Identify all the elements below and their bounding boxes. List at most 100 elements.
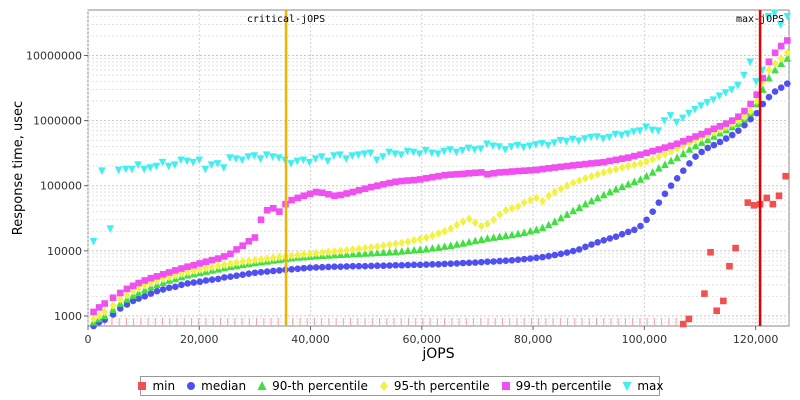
data-point (263, 206, 271, 214)
data-point (569, 206, 577, 215)
data-point (593, 133, 601, 141)
data-point (434, 243, 443, 251)
data-point (606, 235, 614, 242)
data-point (606, 166, 614, 176)
data-point (721, 89, 730, 97)
data-point (435, 172, 442, 180)
data-point (685, 109, 693, 118)
data-point (562, 138, 571, 146)
data-point (701, 290, 708, 297)
data-point (257, 255, 265, 264)
data-point (361, 185, 369, 192)
data-point (710, 141, 718, 149)
data-point (227, 259, 234, 268)
data-point (661, 190, 669, 198)
data-point (397, 247, 406, 255)
data-point (214, 255, 222, 262)
data-point (458, 146, 467, 155)
data-point (514, 167, 522, 175)
x-axis-title: jOPS (421, 346, 454, 362)
data-point (642, 171, 651, 180)
data-point (129, 282, 137, 290)
data-point (728, 117, 736, 124)
data-point (386, 262, 393, 269)
data-point (502, 231, 510, 240)
data-point (116, 294, 124, 304)
data-point (361, 243, 369, 253)
data-point (409, 148, 418, 157)
data-point (769, 200, 777, 208)
data-point (465, 259, 473, 267)
data-point (514, 229, 522, 238)
data-point (380, 181, 387, 188)
data-point (385, 148, 393, 157)
data-point (170, 161, 179, 170)
data-point (269, 204, 277, 212)
data-point (623, 130, 632, 138)
legend-swatch (187, 382, 196, 390)
data-point (593, 193, 602, 202)
data-point (777, 54, 785, 63)
data-point (477, 235, 486, 244)
data-point (520, 198, 528, 207)
data-point (678, 114, 687, 123)
data-point (159, 286, 167, 293)
data-point (410, 261, 418, 269)
data-point (476, 145, 485, 154)
data-point (300, 250, 308, 259)
data-point (172, 283, 179, 291)
data-point (361, 262, 369, 270)
data-point (397, 151, 406, 159)
data-point (740, 71, 748, 80)
data-point (483, 140, 491, 149)
data-point (416, 261, 424, 269)
data-point (533, 254, 540, 262)
data-point (441, 171, 448, 179)
data-point (374, 242, 381, 251)
data-point (654, 127, 663, 135)
data-point (648, 168, 657, 176)
data-point (317, 153, 326, 161)
series-layer (89, 9, 792, 330)
data-point (404, 237, 412, 247)
data-point (331, 247, 338, 256)
x-tick-label: 0 (85, 333, 92, 346)
data-point (741, 112, 748, 121)
data-point (361, 249, 369, 257)
data-point (428, 149, 436, 158)
data-point (141, 277, 149, 284)
data-point (410, 245, 418, 254)
data-point (250, 152, 259, 160)
data-point (588, 171, 595, 181)
data-point (752, 78, 760, 86)
data-point (471, 236, 480, 245)
data-point (135, 279, 142, 287)
data-point (526, 226, 535, 235)
data-point (655, 152, 663, 161)
data-point (753, 109, 761, 117)
data-point (239, 257, 246, 267)
data-point (465, 237, 473, 246)
data-point (600, 168, 608, 177)
legend-label: 99-th percentile (515, 379, 612, 393)
data-point (495, 232, 504, 240)
data-point (459, 239, 467, 247)
data-point (533, 193, 540, 203)
data-point (501, 146, 510, 154)
data-point (141, 293, 149, 300)
data-point (631, 160, 638, 170)
data-point (732, 244, 739, 252)
data-point (563, 249, 571, 256)
data-point (556, 136, 565, 145)
data-point (691, 105, 699, 114)
data-point (202, 277, 210, 284)
y-tick-label: 1000000 (33, 115, 82, 128)
data-point (422, 244, 431, 253)
data-point (783, 13, 792, 21)
data-point (775, 192, 783, 200)
data-point (429, 231, 436, 241)
data-point (416, 234, 424, 244)
data-point (435, 261, 442, 268)
data-point (784, 48, 791, 58)
data-point (213, 160, 222, 168)
